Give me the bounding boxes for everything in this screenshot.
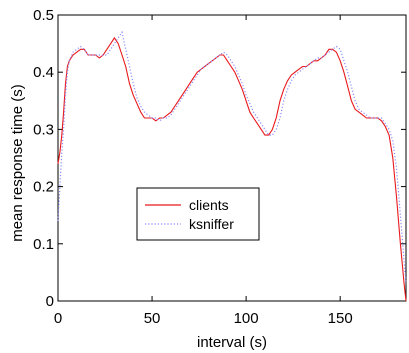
- y-tick-label: 0.2: [33, 179, 54, 196]
- y-tick-label: 0.1: [33, 236, 54, 253]
- plot-frame: [57, 14, 407, 302]
- x-tick-label: 50: [144, 310, 161, 327]
- y-tick-label: 0.4: [33, 64, 54, 81]
- legend-label-clients: clients: [189, 197, 229, 213]
- series-line-clients: [57, 36, 407, 302]
- y-tick-label: 0.3: [33, 121, 54, 138]
- x-tick-label: 0: [54, 310, 62, 327]
- legend-label-ksniffer: ksniffer: [189, 216, 234, 232]
- x-axis-label: interval (s): [197, 334, 267, 351]
- series-line-ksniffer: [57, 30, 407, 284]
- y-tick-label: 0: [46, 293, 54, 310]
- y-tick-label: 0.5: [33, 7, 54, 24]
- legend: clients ksniffer: [136, 187, 260, 241]
- x-tick-label: 150: [328, 310, 353, 327]
- y-axis-label: mean response time (s): [9, 84, 26, 242]
- x-tick-label: 100: [234, 310, 259, 327]
- axes: 0 50 100 150 0 0.1 0.2 0.3 0.4 0.5: [33, 7, 407, 327]
- legend-box: [136, 187, 260, 241]
- series-lines: [57, 30, 407, 302]
